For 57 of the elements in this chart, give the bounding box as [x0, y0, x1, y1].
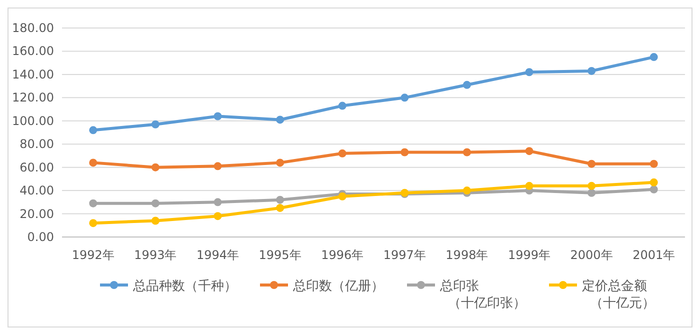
y-tick-label: 180.00 [12, 21, 54, 35]
x-tick-label: 1998年 [446, 248, 488, 262]
y-tick-label: 80.00 [20, 137, 54, 152]
y-tick-label: 140.00 [12, 67, 54, 82]
point [214, 198, 222, 206]
y-tick-label: 60.00 [20, 160, 54, 174]
point [151, 120, 160, 128]
point [588, 160, 596, 168]
x-tick-label: 1995年 [258, 248, 302, 262]
point [151, 163, 160, 172]
y-tick-label: 120.00 [12, 90, 54, 105]
legend-label: 总品种数（千种） [132, 279, 237, 294]
x-tick-label: 2001年 [632, 248, 676, 262]
x-tick-label: 1993年 [134, 248, 177, 262]
point [151, 216, 160, 225]
point [400, 94, 409, 102]
point [650, 160, 658, 168]
point [89, 158, 98, 167]
point [650, 178, 658, 186]
point [89, 126, 98, 134]
point [525, 182, 534, 190]
point [276, 116, 284, 124]
point [462, 80, 471, 89]
point [462, 148, 471, 156]
point [214, 112, 222, 120]
legend-label: 定价总金额（十亿元） [582, 279, 655, 311]
point [338, 149, 346, 158]
point [214, 212, 222, 220]
point [276, 158, 284, 167]
point [588, 188, 596, 197]
point [525, 147, 534, 156]
legend-label: 总印数（亿册） [292, 279, 384, 294]
point [151, 199, 160, 208]
legend-label: 总印张（十亿印张） [439, 279, 526, 311]
point [650, 185, 658, 194]
y-tick-label: 20.00 [20, 206, 54, 221]
y-tick-label: 0.00 [27, 230, 54, 244]
x-tick-label: 1992年 [72, 248, 114, 262]
y-tick-label: 100.00 [12, 114, 54, 128]
point [89, 219, 98, 228]
point [650, 53, 658, 62]
point [214, 162, 222, 170]
point [89, 199, 98, 208]
point [525, 68, 534, 76]
point [276, 196, 284, 204]
point [338, 102, 346, 110]
point [588, 66, 596, 75]
point [400, 148, 409, 156]
x-tick-label: 1999年 [508, 248, 551, 262]
x-tick-label: 1996年 [321, 248, 364, 262]
point [588, 182, 596, 190]
x-tick-label: 2000年 [570, 248, 613, 262]
point [276, 204, 284, 212]
y-tick-label: 160.00 [12, 44, 54, 58]
x-tick-label: 1997年 [383, 248, 426, 262]
x-tick-label: 1994年 [196, 248, 240, 262]
y-tick-label: 40.00 [20, 184, 54, 198]
